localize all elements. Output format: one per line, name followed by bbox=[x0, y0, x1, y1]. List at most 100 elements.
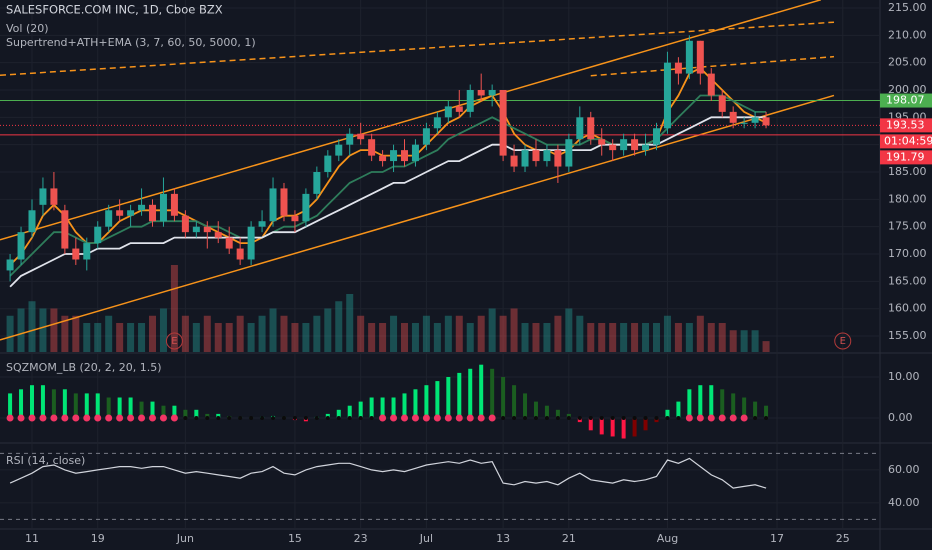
momentum-bar bbox=[183, 409, 188, 419]
momentum-bar bbox=[358, 401, 363, 419]
volume-bar bbox=[94, 323, 102, 352]
moving-average bbox=[9, 116, 767, 288]
candle-body bbox=[258, 221, 266, 227]
momentum-bar bbox=[325, 413, 330, 419]
earnings-label: E bbox=[171, 336, 177, 347]
momentum-bar bbox=[106, 397, 111, 419]
volume-bar bbox=[6, 315, 14, 352]
candle-body bbox=[499, 89, 507, 156]
candle-body bbox=[576, 117, 584, 140]
volume-bar bbox=[631, 323, 639, 352]
squeeze-dot bbox=[544, 416, 549, 421]
y-tick-label: 170.00 bbox=[888, 247, 927, 260]
squeeze-dot bbox=[205, 416, 210, 421]
volume-bar bbox=[433, 323, 441, 352]
candle-body bbox=[236, 248, 244, 260]
candle-body bbox=[127, 210, 135, 216]
squeeze-dot bbox=[271, 416, 276, 421]
candle-body bbox=[203, 226, 211, 233]
candle-body bbox=[368, 139, 376, 156]
candle-body bbox=[652, 128, 660, 145]
volume-bar bbox=[83, 323, 91, 352]
y-tick-label: 160.00 bbox=[888, 302, 927, 315]
volume-bar bbox=[346, 294, 354, 352]
volume-bar bbox=[543, 323, 551, 352]
squeeze-dot bbox=[116, 414, 124, 422]
squeeze-dot bbox=[325, 416, 330, 421]
y-tick-label: 185.00 bbox=[888, 165, 927, 178]
momentum-bar bbox=[523, 393, 528, 419]
volume-bar bbox=[521, 323, 529, 352]
momentum-bar bbox=[413, 389, 418, 419]
momentum-bar bbox=[150, 401, 155, 419]
candle-body bbox=[324, 155, 332, 173]
volume-bar bbox=[444, 315, 452, 352]
candle-body bbox=[401, 150, 409, 162]
earnings-marker bbox=[165, 332, 183, 350]
volume-bar bbox=[192, 323, 200, 352]
squeeze-dot bbox=[281, 416, 286, 421]
x-tick-label: 13 bbox=[496, 532, 510, 545]
momentum-bar bbox=[194, 409, 199, 419]
candle-body bbox=[247, 226, 255, 260]
y-tick-label: 215.00 bbox=[888, 1, 927, 14]
candle-body bbox=[587, 117, 595, 140]
candle-body bbox=[225, 237, 233, 249]
momentum-bar bbox=[435, 381, 440, 419]
trendline bbox=[0, 0, 822, 241]
momentum-bar bbox=[95, 393, 100, 419]
price-badge-label: 198.07 bbox=[886, 94, 925, 107]
volume-bar bbox=[61, 315, 69, 352]
squeeze-dot bbox=[138, 414, 146, 422]
volume-bar bbox=[576, 315, 584, 352]
volume-bar bbox=[718, 323, 726, 352]
y-tick-label: 200.00 bbox=[888, 83, 927, 96]
momentum-bar bbox=[51, 389, 56, 419]
volume-bar bbox=[762, 341, 770, 352]
candle-body bbox=[488, 89, 496, 96]
candle-body bbox=[455, 106, 463, 112]
candle-body bbox=[390, 150, 398, 162]
candle-body bbox=[346, 133, 354, 145]
candle-body bbox=[280, 188, 288, 216]
volume-bar bbox=[565, 308, 573, 352]
candle-body bbox=[192, 226, 200, 233]
volume-bar bbox=[181, 315, 189, 352]
momentum-bar bbox=[566, 413, 571, 419]
momentum-bar bbox=[555, 409, 560, 419]
squeeze-dot bbox=[50, 414, 58, 422]
momentum-bar bbox=[62, 389, 67, 419]
candle-body bbox=[609, 144, 617, 151]
candle-body bbox=[642, 144, 650, 151]
candle-body bbox=[631, 139, 639, 151]
volume-bar bbox=[466, 323, 474, 352]
volume-bar bbox=[335, 301, 343, 352]
squeeze-dot bbox=[488, 414, 496, 422]
volume-bar bbox=[225, 323, 233, 352]
x-tick-label: 15 bbox=[288, 532, 302, 545]
momentum-bar bbox=[446, 376, 451, 419]
legend: Supertrend+ATH+EMA (3, 7, 60, 50, 5000, … bbox=[6, 36, 256, 49]
candle-body bbox=[729, 111, 737, 123]
candle-body bbox=[663, 62, 671, 129]
candle-body bbox=[105, 210, 113, 227]
candle-body bbox=[17, 232, 25, 260]
candle-body bbox=[466, 89, 474, 112]
candle-body bbox=[751, 117, 759, 123]
squeeze-dot bbox=[444, 414, 452, 422]
x-tick-label: Jun bbox=[176, 532, 194, 545]
momentum-bar bbox=[720, 389, 725, 419]
candle-body bbox=[521, 150, 529, 167]
volume-bar bbox=[411, 323, 419, 352]
candle-body bbox=[674, 62, 682, 74]
x-tick-label: 19 bbox=[91, 532, 105, 545]
candle-body bbox=[335, 144, 343, 156]
squeeze-dot bbox=[194, 416, 199, 421]
volume-bar bbox=[72, 315, 80, 352]
candle-body bbox=[707, 73, 715, 96]
y-tick-label: 175.00 bbox=[888, 220, 927, 233]
candle-body bbox=[543, 150, 551, 162]
squeeze-dot bbox=[314, 416, 319, 421]
candle-body bbox=[28, 210, 36, 233]
squeeze-dot bbox=[183, 416, 188, 421]
